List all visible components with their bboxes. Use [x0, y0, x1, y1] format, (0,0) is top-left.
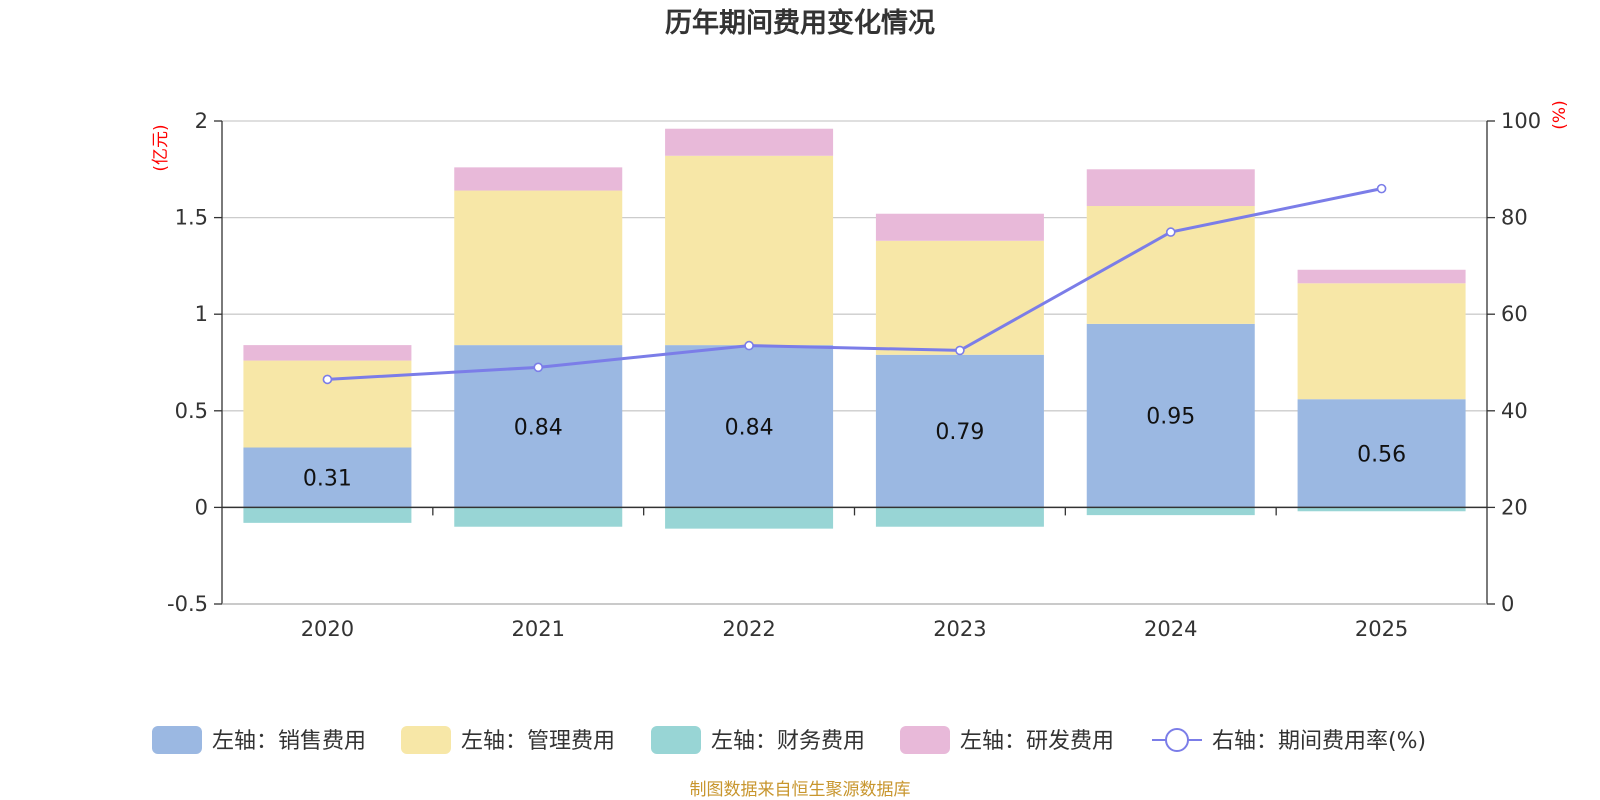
legend-item[interactable]: 左轴：管理费用 — [401, 726, 615, 754]
bar-segment — [1297, 399, 1466, 508]
legend-item[interactable]: 左轴：财务费用 — [651, 726, 865, 754]
right-axis-tick-label: 60 — [1501, 302, 1528, 326]
right-axis-tick-label: 80 — [1501, 206, 1528, 230]
legend-marker-swatch — [1165, 728, 1189, 752]
left-axis-tick-label: 1 — [195, 302, 208, 326]
bar-segment — [875, 354, 1044, 508]
rate-point — [533, 362, 544, 373]
left-axis-tick-label: 0.5 — [175, 399, 208, 423]
legend-item[interactable]: 左轴：销售费用 — [152, 726, 366, 754]
right-axis-tick-label: 40 — [1501, 399, 1528, 423]
chart-title: 历年期间费用变化情况 — [665, 7, 935, 39]
category-label: 2024 — [1144, 617, 1197, 641]
bar-segment — [875, 213, 1044, 241]
legend-item[interactable]: 左轴：研发费用 — [900, 726, 1114, 754]
bar-segment — [454, 507, 623, 527]
left-axis-tick-label: 1.5 — [175, 206, 208, 230]
bar-segment — [665, 128, 834, 156]
bar-segment — [243, 507, 412, 523]
bar-segment — [454, 167, 623, 191]
left-axis-tick-label: 0 — [195, 495, 208, 519]
legend-swatch — [900, 726, 950, 754]
legend-item[interactable]: 右轴：期间费用率(%) — [1152, 728, 1426, 754]
bar-segment — [1086, 169, 1255, 207]
legend-label: 左轴：管理费用 — [461, 729, 615, 754]
data-label: 0.56 — [1357, 442, 1406, 467]
rate-point — [322, 374, 333, 385]
data-label: 0.31 — [303, 466, 352, 491]
left-axis-tick-label: 2 — [195, 109, 208, 133]
bar-segment — [665, 345, 834, 508]
bar-segment — [454, 345, 623, 508]
legend-label: 左轴：研发费用 — [960, 729, 1114, 754]
right-axis-tick-label: 100 — [1501, 109, 1541, 133]
bar-segment — [1297, 507, 1466, 512]
bar-segment — [1297, 283, 1466, 400]
data-label: 0.84 — [514, 415, 563, 440]
bar-segment — [1086, 507, 1255, 516]
bar-segment — [243, 447, 412, 508]
bar-segment — [1086, 323, 1255, 508]
category-label: 2022 — [722, 617, 775, 641]
legend-label: 左轴：财务费用 — [711, 729, 865, 754]
bar-segment — [243, 360, 412, 448]
rate-point — [1165, 227, 1176, 237]
legend: 左轴：销售费用 左轴：管理费用 左轴：财务费用 左轴：研发费用 右轴：期间费用率(%) — [152, 726, 1426, 754]
category-label: 2020 — [301, 617, 354, 641]
rate-line — [327, 187, 1382, 381]
bar-segment — [665, 155, 834, 346]
bar-series — [243, 128, 1466, 529]
right-axis-unit: (%) — [1550, 100, 1570, 129]
category-label: 2025 — [1355, 617, 1408, 641]
left-axis-tick-label: -0.5 — [167, 592, 208, 616]
data-label: 0.95 — [1146, 405, 1195, 430]
right-axis-tick-label: 20 — [1501, 495, 1528, 519]
right-axis-tick-label: 0 — [1501, 592, 1514, 616]
legend-label: 左轴：销售费用 — [212, 729, 366, 754]
rate-point — [744, 340, 754, 351]
legend-label: 右轴：期间费用率(%) — [1212, 729, 1426, 754]
bar-segment — [1297, 269, 1466, 284]
bar-segment — [665, 507, 834, 529]
legend-swatch — [651, 726, 701, 754]
legend-swatch — [152, 726, 202, 754]
legend-swatch — [401, 726, 451, 754]
rate-point — [1376, 183, 1387, 194]
data-labels: 0.31 0.84 0.84 0.79 0.95 0.56 — [303, 405, 1406, 492]
bar-segment — [875, 507, 1044, 527]
rate-line-series — [322, 183, 1387, 385]
data-source-note: 制图数据来自恒生聚源数据库 — [690, 780, 911, 800]
left-axis-unit: (亿元) — [151, 124, 171, 171]
rate-point — [955, 345, 965, 356]
axes: 2 1.5 1 0.5 0 -0.5 100 80 60 40 20 0 2020 2021 2022 202… — [167, 109, 1541, 641]
bar-segment — [875, 240, 1044, 355]
data-label: 0.79 — [935, 420, 984, 445]
gridlines — [222, 120, 1487, 412]
data-label: 0.84 — [725, 415, 774, 440]
category-label: 2023 — [933, 617, 986, 641]
bar-segment — [454, 190, 623, 346]
bar-segment — [243, 345, 412, 361]
category-label: 2021 — [512, 617, 565, 641]
